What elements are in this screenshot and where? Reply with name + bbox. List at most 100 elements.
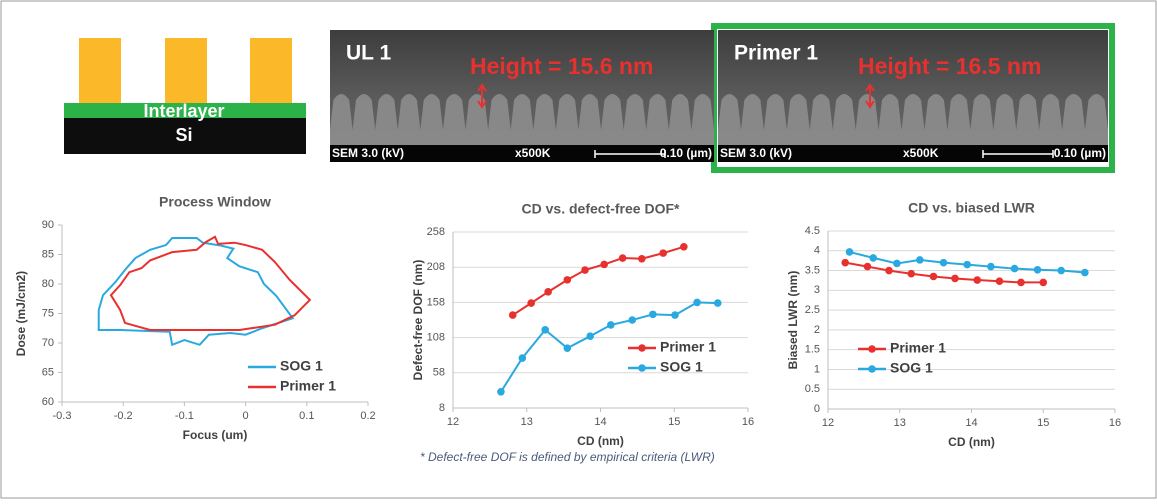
scale-bar xyxy=(982,150,1054,158)
x-tick-label: 0.1 xyxy=(299,410,314,422)
y-tick-label: 208 xyxy=(427,261,445,273)
data-point xyxy=(659,249,667,257)
sem-footer-text: x500K xyxy=(515,146,551,160)
data-point xyxy=(581,266,589,274)
chart-title: CD vs. defect-free DOF* xyxy=(522,201,680,217)
data-point xyxy=(863,262,872,271)
series-line xyxy=(845,261,1044,284)
data-point xyxy=(713,299,722,307)
data-point xyxy=(869,254,878,262)
x-axis-label: Focus (um) xyxy=(183,428,248,442)
pillar xyxy=(165,38,207,103)
x-tick-label: -0.2 xyxy=(114,410,133,422)
x-tick-label: -0.3 xyxy=(53,410,72,422)
data-point xyxy=(1010,264,1019,273)
data-point xyxy=(1081,268,1089,277)
x-tick-label: 0 xyxy=(243,410,249,422)
y-tick-label: 80 xyxy=(42,278,54,290)
data-point xyxy=(907,269,916,278)
y-tick-label: 2 xyxy=(814,324,820,336)
data-point xyxy=(586,332,594,340)
y-axis-label: Dose (mJ/cm2) xyxy=(14,271,28,356)
data-point xyxy=(963,260,971,269)
legend-label: SOG 1 xyxy=(280,358,323,374)
series-line xyxy=(512,245,685,316)
y-axis-label: Biased LWR (nm) xyxy=(786,271,800,370)
sem-label: UL 1 xyxy=(346,42,391,65)
data-point xyxy=(916,256,924,264)
x-tick-label: 14 xyxy=(594,416,606,428)
y-tick-label: 3.5 xyxy=(805,264,820,276)
data-point xyxy=(845,248,854,256)
data-point xyxy=(1017,278,1025,287)
legend-label: Primer 1 xyxy=(890,340,946,356)
sem-footer-text: 0.10 (µm) xyxy=(660,146,712,160)
scale-bar xyxy=(594,150,666,158)
data-point xyxy=(563,276,572,284)
y-tick-label: 60 xyxy=(42,396,54,408)
x-tick-label: 13 xyxy=(521,416,533,428)
data-point xyxy=(638,254,646,263)
schematic: Interlayer Si xyxy=(64,38,306,154)
x-tick-label: 16 xyxy=(742,416,754,428)
pillar xyxy=(250,38,292,103)
data-point xyxy=(987,262,995,271)
substrate-label: Si xyxy=(175,125,192,145)
y-tick-label: 58 xyxy=(433,367,445,379)
legend-label: SOG 1 xyxy=(890,360,933,376)
data-point xyxy=(1033,265,1042,274)
y-tick-label: 1 xyxy=(814,363,820,375)
sem-footer-text: x500K xyxy=(903,146,939,160)
y-tick-label: 90 xyxy=(42,219,54,231)
sem-pattern xyxy=(718,94,1108,145)
interlayer xyxy=(64,103,306,118)
y-tick-label: 258 xyxy=(427,226,445,238)
data-point xyxy=(518,354,527,362)
sem-footer xyxy=(330,145,714,162)
x-tick-label: 15 xyxy=(668,416,680,428)
data-point xyxy=(893,259,901,268)
legend-label: Primer 1 xyxy=(660,339,716,355)
y-tick-label: 0.5 xyxy=(805,383,820,395)
y-tick-label: 158 xyxy=(427,296,445,308)
data-point xyxy=(544,288,552,296)
legend-label: SOG 1 xyxy=(660,359,703,375)
data-point xyxy=(563,344,572,352)
x-axis-label: CD (nm) xyxy=(577,434,624,448)
sem-footer-text: 0.10 (µm) xyxy=(1054,146,1106,160)
legend-marker xyxy=(868,365,876,373)
data-point xyxy=(628,316,637,324)
legend-marker xyxy=(638,364,646,372)
series-line xyxy=(109,235,312,332)
y-tick-label: 4.5 xyxy=(805,225,820,237)
data-point xyxy=(1039,278,1048,287)
y-tick-label: 1.5 xyxy=(805,344,820,356)
sem-footer-text: SEM 3.0 (kV) xyxy=(332,146,404,160)
legend-marker xyxy=(638,344,646,352)
chart-title: Process Window xyxy=(159,194,271,210)
data-point xyxy=(527,299,535,307)
x-tick-label: 0.2 xyxy=(360,410,375,422)
y-axis-label: Defect-free DOF (nm) xyxy=(411,260,425,381)
x-tick-label: -0.1 xyxy=(175,410,194,422)
x-axis-label: CD (nm) xyxy=(948,435,995,449)
data-point xyxy=(951,274,959,283)
x-tick-label: 15 xyxy=(1037,417,1049,429)
data-point xyxy=(693,298,701,307)
x-tick-label: 13 xyxy=(894,417,906,429)
legend-marker xyxy=(868,345,876,353)
data-point xyxy=(995,277,1004,286)
data-point xyxy=(541,326,549,334)
data-point xyxy=(497,388,505,396)
data-point xyxy=(607,321,615,329)
data-point xyxy=(939,258,948,267)
data-point xyxy=(973,276,982,284)
y-tick-label: 108 xyxy=(427,332,445,344)
height-label: Height = 15.6 nm xyxy=(470,53,653,79)
data-point xyxy=(929,272,938,281)
x-tick-label: 16 xyxy=(1109,417,1121,429)
chart-title: CD vs. biased LWR xyxy=(908,200,1035,216)
sem-pattern xyxy=(330,94,714,145)
y-tick-label: 2.5 xyxy=(805,304,820,316)
y-tick-label: 8 xyxy=(439,402,445,414)
